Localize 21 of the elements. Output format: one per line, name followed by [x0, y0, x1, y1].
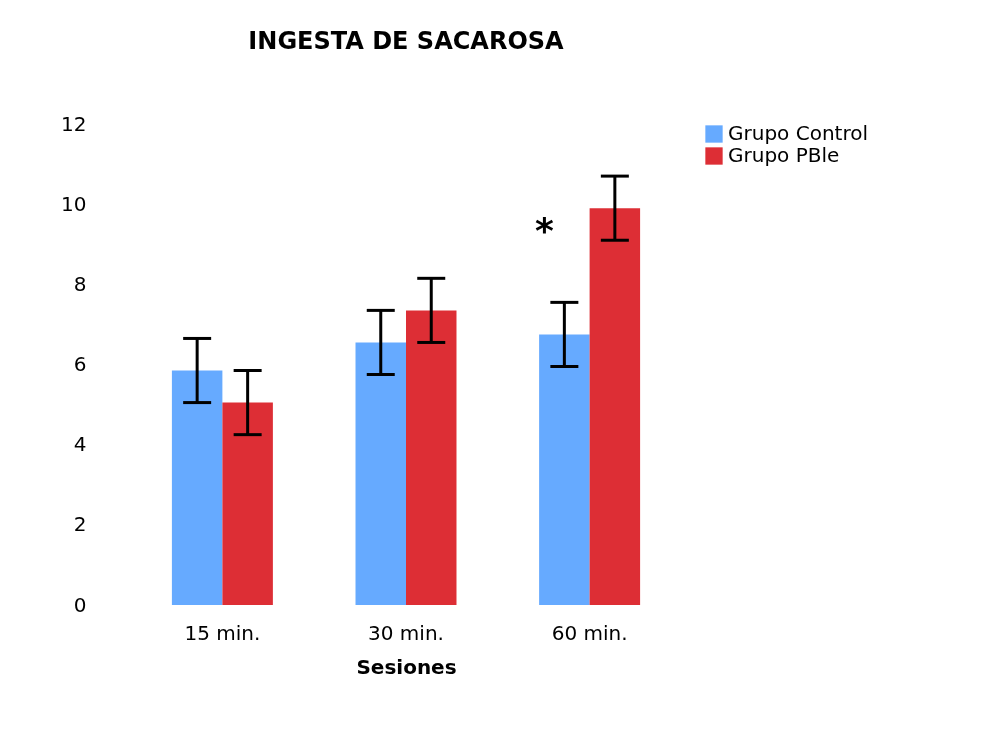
- y-tick-label: 8: [73, 271, 87, 296]
- y-tick-label: 12: [61, 111, 87, 136]
- x-tick-label: 60 min.: [551, 620, 628, 645]
- x-tick-label: 15 min.: [184, 620, 261, 645]
- bar: [539, 334, 590, 605]
- annotation: *: [534, 210, 554, 252]
- bar: [589, 208, 641, 605]
- y-tick-label: 6: [73, 352, 87, 376]
- y-tick-label: 4: [73, 432, 87, 457]
- bar: [355, 342, 406, 605]
- x-tick-label: 30 min.: [368, 620, 444, 645]
- bar: [222, 402, 273, 605]
- chart-title: INGESTA DE SACAROSA: [248, 27, 565, 55]
- y-tick-label: 10: [61, 191, 87, 216]
- bar: [406, 310, 457, 605]
- x-axis-title: Sesiones: [356, 654, 457, 679]
- bar: [171, 370, 223, 605]
- legend-label: Grupo Control: [728, 121, 868, 145]
- legend-label: Grupo PBle: [728, 143, 840, 167]
- y-tick-label: 0: [73, 592, 87, 617]
- y-tick-label: 2: [73, 512, 87, 537]
